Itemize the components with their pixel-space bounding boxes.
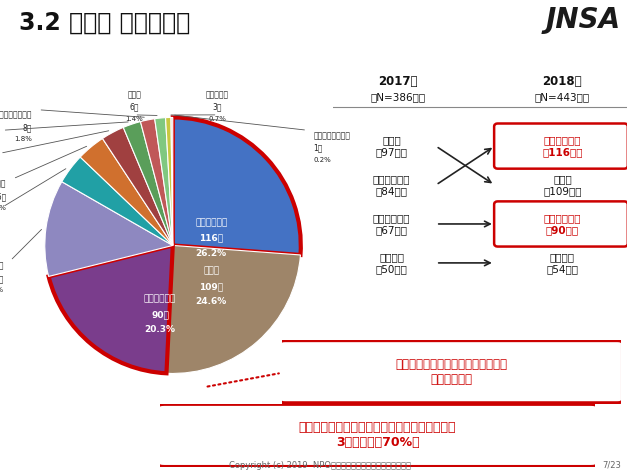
Text: 「紛失・置忘れ」「不正アクセス」
の件数が増加: 「紛失・置忘れ」「不正アクセス」 の件数が増加 [396, 358, 507, 386]
Text: 管理ミス
（54件）: 管理ミス （54件） [547, 252, 579, 274]
Wedge shape [166, 245, 300, 373]
Text: 設定ミス: 設定ミス [0, 179, 6, 188]
Text: 90件: 90件 [151, 310, 169, 319]
Text: 116件: 116件 [199, 233, 223, 242]
Wedge shape [102, 127, 173, 245]
Text: 管理ミス
（50件）: 管理ミス （50件） [376, 252, 408, 274]
Text: 不正アクセス
（67件）: 不正アクセス （67件） [373, 213, 410, 235]
Text: 20.3%: 20.3% [145, 325, 175, 335]
Text: 1.4%: 1.4% [125, 116, 143, 122]
Wedge shape [140, 119, 173, 245]
Text: ワーム・ウイルス: ワーム・ウイルス [314, 131, 351, 140]
Text: その他: その他 [127, 90, 141, 99]
Wedge shape [166, 118, 173, 245]
Text: 管理ミス: 管理ミス [0, 261, 4, 270]
Text: 8件: 8件 [22, 123, 32, 132]
Wedge shape [80, 138, 173, 245]
Text: 12.2%: 12.2% [0, 287, 4, 293]
Text: 24.6%: 24.6% [196, 297, 227, 306]
Text: 目的外使用: 目的外使用 [206, 90, 229, 99]
Text: 「紛失・置忘れ」「誤操作」「不正アクセス」
3大原因（約70%）: 「紛失・置忘れ」「誤操作」「不正アクセス」 3大原因（約70%） [299, 421, 456, 449]
Text: 不正アクセス: 不正アクセス [144, 295, 176, 303]
Text: 3件: 3件 [213, 103, 222, 112]
Text: 2018年: 2018年 [543, 75, 582, 88]
FancyBboxPatch shape [280, 341, 623, 403]
Text: 紛失・置忘れ
（116件）: 紛失・置忘れ （116件） [542, 135, 582, 157]
Text: 2017年: 2017年 [378, 75, 417, 88]
Text: 1件: 1件 [314, 143, 323, 152]
Text: （N=443件）: （N=443件） [535, 92, 590, 102]
Text: 109件: 109件 [199, 282, 223, 291]
Wedge shape [62, 157, 173, 245]
Text: 26.2%: 26.2% [196, 249, 227, 258]
Text: 紛失・置忘れ
（84件）: 紛失・置忘れ （84件） [373, 174, 410, 196]
Text: 誤操作
（109件）: 誤操作 （109件） [543, 174, 582, 196]
Wedge shape [45, 182, 173, 277]
Wedge shape [171, 118, 173, 245]
Text: 16件: 16件 [0, 192, 6, 201]
Text: Copyright (c) 2019  NPO日本ネットワークセキュリティ協会: Copyright (c) 2019 NPO日本ネットワークセキュリティ協会 [229, 461, 411, 470]
Text: JNSA: JNSA [546, 6, 621, 34]
Wedge shape [124, 122, 173, 245]
Wedge shape [173, 118, 301, 255]
Text: 54件: 54件 [0, 274, 4, 283]
Text: 3.6%: 3.6% [0, 205, 6, 211]
Text: 誤操作: 誤操作 [203, 267, 220, 276]
Text: 誤操作
（97件）: 誤操作 （97件） [376, 135, 408, 157]
Text: 3.2 原因別 漏えい件数: 3.2 原因別 漏えい件数 [19, 11, 191, 34]
Text: 紛失・置忘れ: 紛失・置忘れ [195, 218, 227, 227]
FancyBboxPatch shape [158, 405, 597, 466]
Text: 6件: 6件 [130, 103, 139, 112]
Wedge shape [155, 118, 173, 245]
Text: 0.7%: 0.7% [209, 116, 227, 122]
Text: 不正アクセス
（90件）: 不正アクセス （90件） [544, 213, 581, 235]
Text: 7/23: 7/23 [602, 461, 621, 470]
Text: バグ・セキュリティホール: バグ・セキュリティホール [0, 110, 32, 119]
Text: （N=386件）: （N=386件） [370, 92, 425, 102]
Text: 1.8%: 1.8% [14, 136, 32, 142]
Text: 0.2%: 0.2% [314, 157, 332, 163]
Wedge shape [49, 245, 173, 373]
